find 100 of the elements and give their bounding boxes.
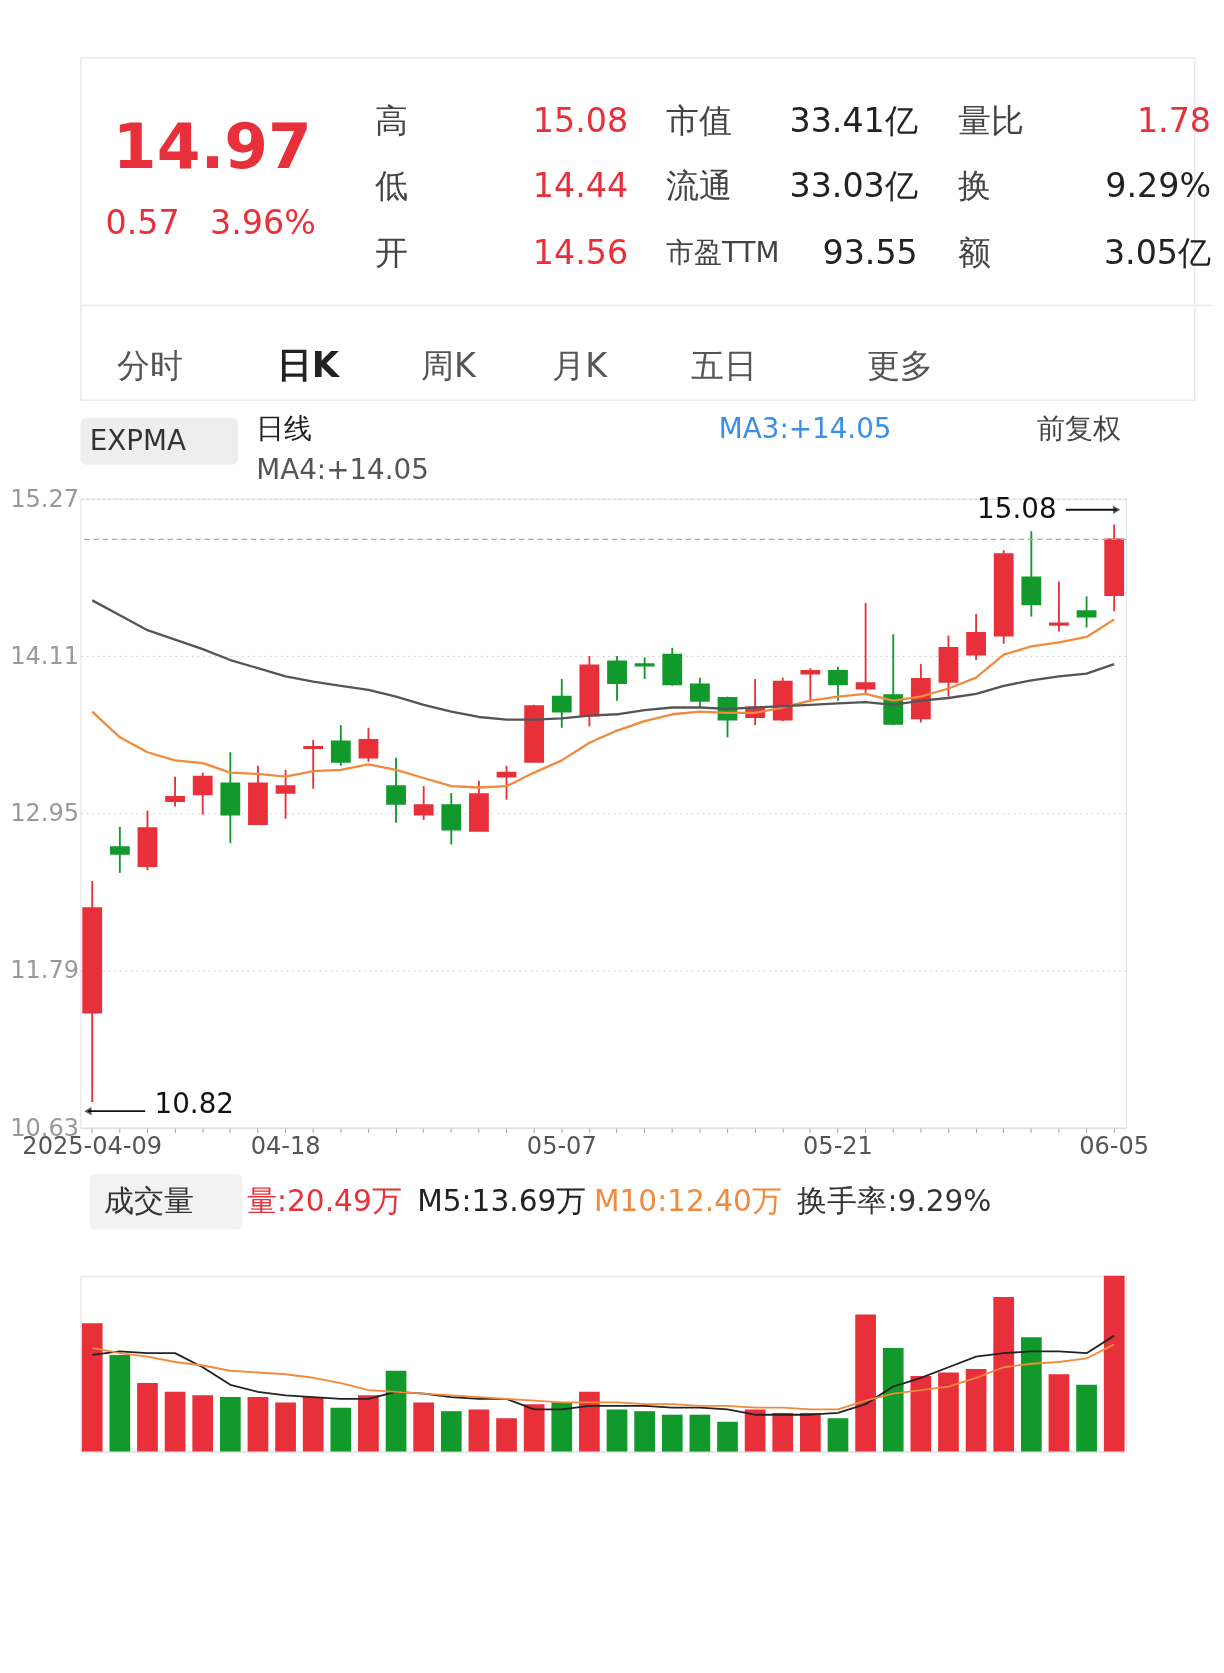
text: 33.03亿 [789, 166, 918, 206]
text: 高 [374, 101, 408, 141]
bar [275, 1402, 296, 1452]
bar [385, 1370, 407, 1452]
bar [717, 1421, 738, 1452]
line-series [91, 599, 1116, 721]
bar [247, 1397, 269, 1452]
bar [109, 1354, 131, 1452]
candlestick [109, 825, 130, 874]
candlestick [966, 613, 986, 661]
candlestick [855, 602, 876, 695]
text: 9.29% [1105, 166, 1212, 206]
text: 分时 [117, 346, 184, 386]
bar [440, 1411, 462, 1452]
text: 3.96% [210, 203, 316, 243]
bar [634, 1411, 655, 1452]
bar [800, 1412, 821, 1452]
text: EXPMA [89, 423, 186, 457]
y-tick-label: 11.79 [10, 956, 80, 985]
text: 流通 [666, 166, 733, 206]
x-tick-label: 05-21 [803, 1132, 873, 1161]
text: MA3:+14.05 [718, 411, 892, 445]
bar [689, 1414, 711, 1452]
bar [192, 1395, 214, 1452]
bar [882, 1347, 904, 1452]
bar [965, 1369, 987, 1452]
bar [1076, 1384, 1097, 1452]
text: 月K [552, 346, 609, 386]
text: M10:12.40万 [593, 1184, 782, 1219]
bar [302, 1397, 324, 1452]
text: 15.08 [532, 101, 629, 141]
bar [1103, 1275, 1125, 1452]
bar [164, 1391, 186, 1452]
candlestick [192, 771, 213, 816]
bar [137, 1383, 158, 1452]
line-series [91, 618, 1116, 789]
text: 日K [276, 344, 341, 386]
text: 市值 [666, 101, 733, 141]
text: 量:20.49万 [247, 1184, 402, 1219]
text: 日线 [256, 411, 313, 445]
candlestick [1049, 580, 1069, 633]
candlestick [330, 724, 351, 767]
candlestick [165, 775, 185, 808]
text: 开 [374, 232, 408, 272]
text: 量比 [957, 101, 1024, 141]
candlestick [275, 768, 296, 820]
bar [358, 1395, 379, 1452]
bar [468, 1409, 490, 1452]
bar [855, 1314, 876, 1452]
bar [938, 1372, 959, 1452]
bar [579, 1391, 600, 1452]
candlestick [1076, 595, 1097, 629]
x-tick-label: 06-05 [1079, 1132, 1150, 1161]
text: 市盈TTM [666, 235, 780, 269]
bar [744, 1409, 766, 1452]
candlestick [689, 676, 710, 709]
text: 14.97 [112, 110, 312, 184]
candlestick [800, 667, 821, 703]
candlestick [496, 764, 517, 801]
bar [910, 1376, 932, 1452]
bar [551, 1402, 573, 1452]
candlestick [634, 656, 655, 680]
text: 五日 [691, 346, 758, 386]
text: 前复权 [1037, 411, 1122, 445]
text: 14.44 [532, 166, 629, 206]
annotation: 15.08 [977, 492, 1057, 526]
text: 1.78 [1136, 101, 1212, 141]
text: 额 [957, 232, 991, 272]
text: 换手率:9.29% [797, 1184, 992, 1219]
bar [1048, 1374, 1070, 1452]
text: 低 [374, 166, 408, 206]
candlestick [413, 785, 434, 821]
bar [1020, 1337, 1042, 1452]
x-tick-label: 05-07 [526, 1132, 597, 1161]
y-tick-label: 12.95 [10, 799, 80, 828]
y-tick-label: 14.11 [10, 641, 80, 670]
text: 14.56 [532, 232, 629, 272]
chart-title: 成交量 [103, 1184, 194, 1219]
candlestick [386, 756, 406, 824]
annotation: 10.82 [154, 1087, 234, 1120]
bar [606, 1409, 628, 1452]
text: 更多 [866, 346, 933, 386]
text: 周K [420, 346, 477, 386]
text: M5:13.69万 [417, 1184, 587, 1219]
text: 93.55 [822, 232, 918, 272]
candlestick [358, 726, 379, 763]
bar [993, 1296, 1015, 1452]
x-tick-label: 04-18 [250, 1132, 321, 1161]
bar [81, 1323, 103, 1452]
text: 33.41亿 [789, 101, 918, 141]
bar [523, 1404, 545, 1452]
y-tick-label: 15.27 [10, 484, 80, 513]
bar [772, 1412, 794, 1452]
candlestick [607, 655, 627, 702]
candlestick [303, 739, 324, 790]
candlestick [828, 665, 848, 702]
bar [219, 1397, 241, 1452]
text: MA4:+14.05 [256, 453, 429, 487]
bar [496, 1418, 517, 1452]
bar [413, 1402, 435, 1452]
